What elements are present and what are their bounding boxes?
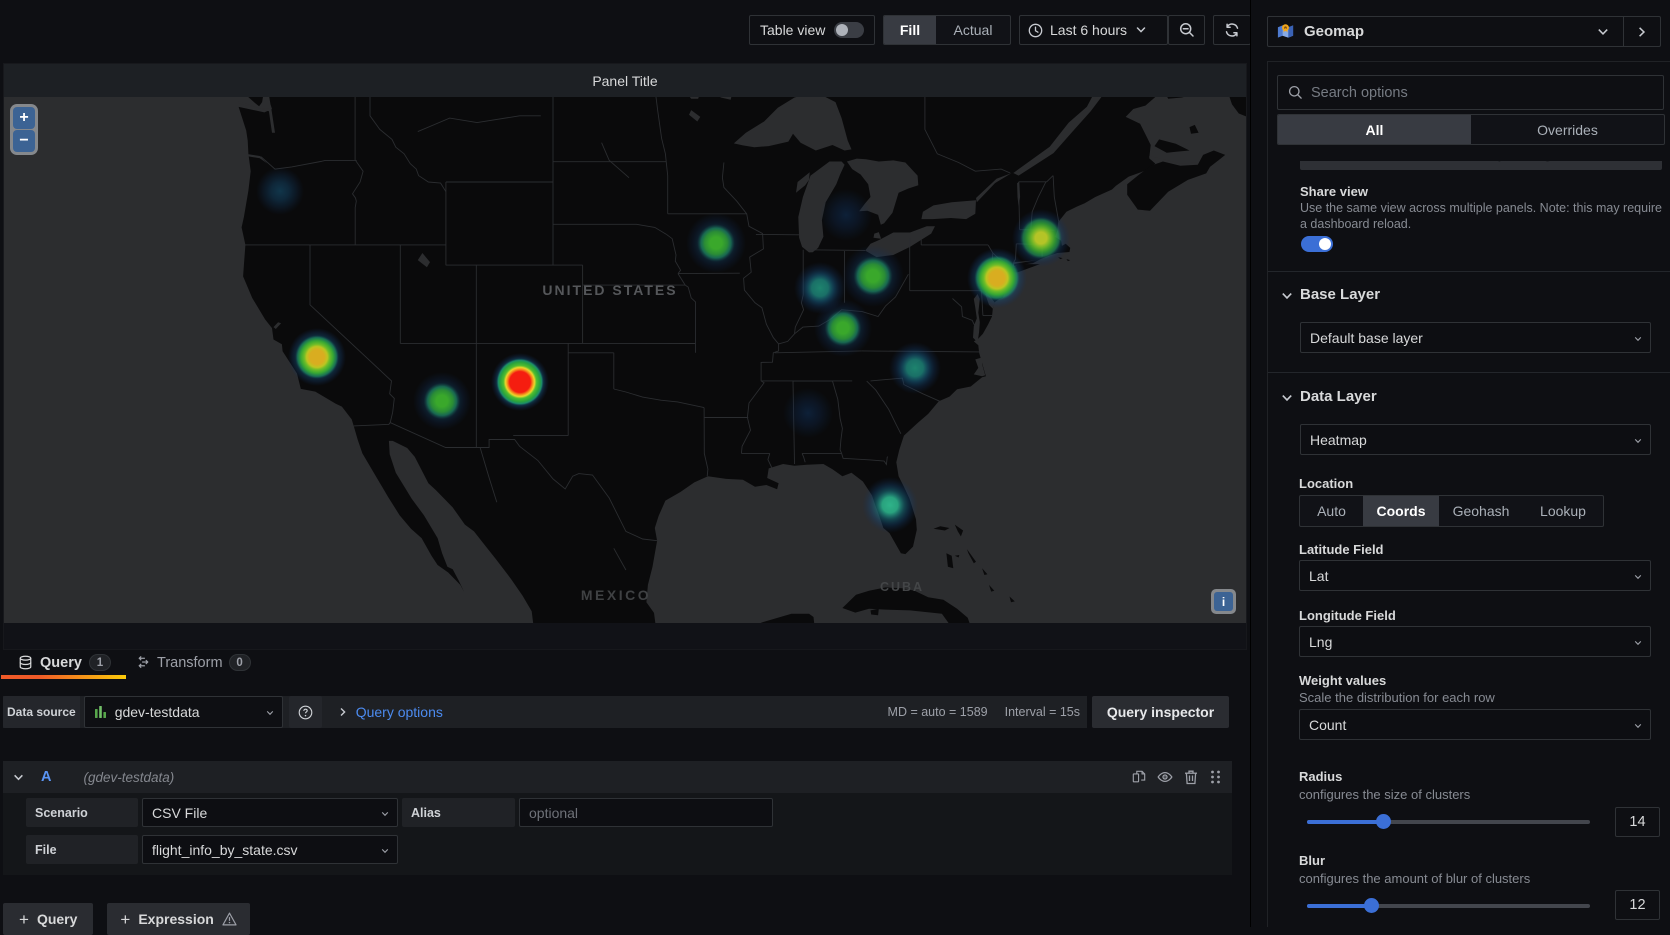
svg-text:CUBA: CUBA xyxy=(880,580,924,594)
svg-text:UNITED STATES: UNITED STATES xyxy=(542,282,677,298)
svg-text:MEXICO: MEXICO xyxy=(581,587,651,603)
